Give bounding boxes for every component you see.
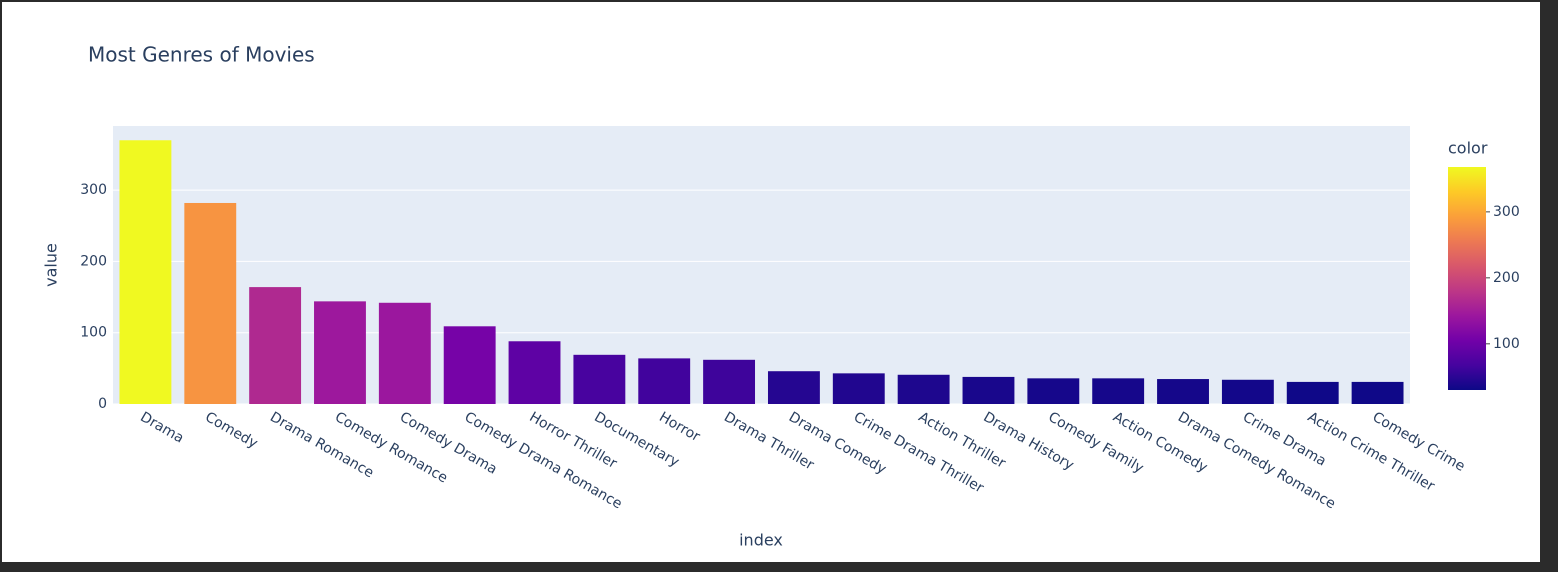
bar <box>314 301 366 404</box>
bar <box>119 140 172 404</box>
y-tick-label: 100 <box>80 325 107 341</box>
bar <box>703 359 756 404</box>
bar <box>508 341 561 404</box>
bar <box>832 373 885 404</box>
y-tick-label: 200 <box>80 253 107 269</box>
colorbar-tick-label: 200 <box>1493 270 1520 286</box>
y-tick-label: 300 <box>80 182 107 198</box>
plot-area <box>113 126 1410 404</box>
bar <box>1351 381 1404 404</box>
bar <box>184 202 237 404</box>
bar <box>1286 381 1339 404</box>
bar <box>962 376 1015 404</box>
x-axis-title: index <box>739 531 783 550</box>
bar <box>573 354 626 404</box>
bar <box>1157 379 1209 404</box>
colorbar <box>1448 167 1486 390</box>
bar <box>1027 378 1080 404</box>
y-axis-title: value <box>42 243 61 287</box>
chart-title: Most Genres of Movies <box>88 43 315 67</box>
bar <box>767 371 820 404</box>
colorbar-title: color <box>1448 139 1488 158</box>
bar <box>249 287 302 404</box>
y-tick-label: 0 <box>98 396 107 412</box>
colorbar-tick-label: 300 <box>1493 204 1520 220</box>
bar <box>1221 379 1274 404</box>
bar <box>378 302 431 404</box>
bar <box>638 358 691 404</box>
colorbar-tick-label: 100 <box>1493 336 1520 352</box>
bar <box>897 374 950 404</box>
bar <box>1092 378 1145 404</box>
bar <box>443 326 496 404</box>
